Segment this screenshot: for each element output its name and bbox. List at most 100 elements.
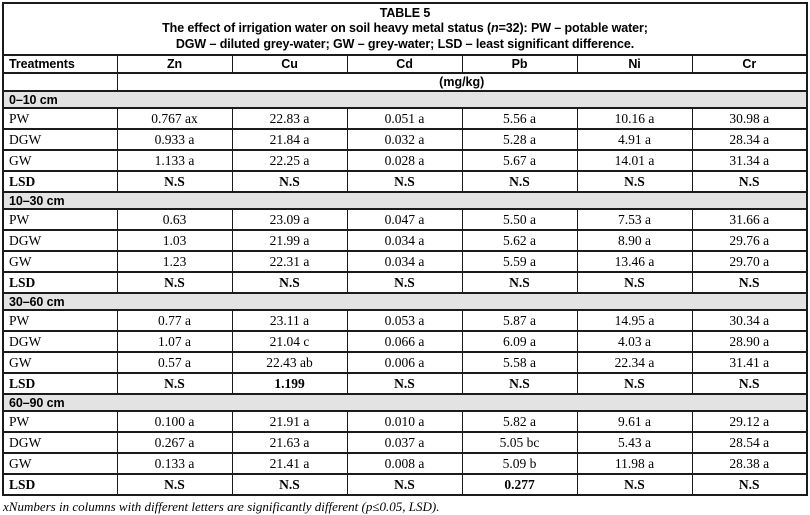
value-cell: N.S [691,473,808,496]
value-cell: 1.07 a [116,330,233,353]
value-cell: 0.008 a [346,452,463,475]
value-cell: 21.63 a [231,431,348,454]
value-cell: 28.54 a [691,431,808,454]
section-label: 0–10 cm [2,90,808,109]
value-cell: 21.91 a [231,410,348,433]
value-cell: 0.277 [461,473,578,496]
heavy-metal-table: TABLE 5 The effect of irrigation water o… [2,2,808,496]
col-header-pb: Pb [461,54,578,74]
col-header-cu: Cu [231,54,348,74]
value-cell: 21.84 a [231,128,348,151]
unit-row: (mg/kg) [2,72,808,92]
value-cell: N.S [461,372,578,395]
value-cell: N.S [116,473,233,496]
treatment-cell: DGW [2,229,118,252]
value-cell: 14.95 a [576,309,693,332]
value-cell: 0.267 a [116,431,233,454]
unit-label: (mg/kg) [116,72,808,92]
treatment-cell: GW [2,149,118,172]
value-cell: 5.43 a [576,431,693,454]
value-cell: 28.38 a [691,452,808,475]
value-cell: 0.032 a [346,128,463,151]
value-cell: 5.62 a [461,229,578,252]
value-cell: N.S [691,271,808,294]
value-cell: 13.46 a [576,250,693,273]
section-label: 30–60 cm [2,292,808,311]
value-cell: 0.57 a [116,351,233,374]
value-cell: 5.09 b [461,452,578,475]
col-header-treatments: Treatments [2,54,118,74]
value-cell: N.S [691,170,808,193]
value-cell: 8.90 a [576,229,693,252]
section-header-0-10cm: 0–10 cm [2,90,808,109]
value-cell: 29.70 a [691,250,808,273]
value-cell: N.S [576,473,693,496]
value-cell: 28.90 a [691,330,808,353]
treatment-cell: DGW [2,431,118,454]
value-cell: 1.03 [116,229,233,252]
unit-row-empty-cell [2,72,118,92]
value-cell: 0.051 a [346,107,463,130]
value-cell: 22.34 a [576,351,693,374]
value-cell: 21.41 a [231,452,348,475]
value-cell: N.S [346,372,463,395]
table-caption-line2: DGW – diluted grey-water; GW – grey-wate… [175,36,635,51]
treatment-cell: LSD [2,271,118,294]
table-row: PW 0.77 a 23.11 a 0.053 a 5.87 a 14.95 a… [2,309,808,332]
value-cell: N.S [231,170,348,193]
section-header-30-60cm: 30–60 cm [2,292,808,311]
value-cell: N.S [576,170,693,193]
value-cell: N.S [691,372,808,395]
value-cell: N.S [116,170,233,193]
table-row-lsd: LSD N.S 1.199 N.S N.S N.S N.S [2,372,808,395]
table-row-lsd: LSD N.S N.S N.S 0.277 N.S N.S [2,473,808,496]
table-row: DGW 0.267 a 21.63 a 0.037 a 5.05 bc 5.43… [2,431,808,454]
table-title-row: TABLE 5 The effect of irrigation water o… [2,2,808,56]
value-cell: 31.41 a [691,351,808,374]
value-cell: N.S [231,473,348,496]
section-label: 10–30 cm [2,191,808,210]
value-cell: 21.99 a [231,229,348,252]
table-footnote: xNumbers in columns with different lette… [3,499,440,514]
table-caption-line1: The effect of irrigation water on soil h… [162,21,648,36]
value-cell: 4.03 a [576,330,693,353]
treatment-cell: PW [2,309,118,332]
value-cell: 5.56 a [461,107,578,130]
value-cell: 5.50 a [461,208,578,231]
section-header-60-90cm: 60–90 cm [2,393,808,412]
table-row: DGW 1.07 a 21.04 c 0.066 a 6.09 a 4.03 a… [2,330,808,353]
value-cell: 0.034 a [346,250,463,273]
value-cell: 22.43 ab [231,351,348,374]
table-row: GW 1.133 a 22.25 a 0.028 a 5.67 a 14.01 … [2,149,808,172]
col-header-cr: Cr [691,54,808,74]
value-cell: N.S [346,271,463,294]
value-cell: 0.006 a [346,351,463,374]
value-cell: 0.047 a [346,208,463,231]
value-cell: 9.61 a [576,410,693,433]
value-cell: 0.066 a [346,330,463,353]
table-row-lsd: LSD N.S N.S N.S N.S N.S N.S [2,170,808,193]
treatment-cell: DGW [2,128,118,151]
value-cell: 1.199 [231,372,348,395]
value-cell: 22.31 a [231,250,348,273]
value-cell: 22.25 a [231,149,348,172]
value-cell: N.S [116,372,233,395]
value-cell: N.S [231,271,348,294]
table-row: PW 0.100 a 21.91 a 0.010 a 5.82 a 9.61 a… [2,410,808,433]
value-cell: 0.034 a [346,229,463,252]
table-row: GW 0.133 a 21.41 a 0.008 a 5.09 b 11.98 … [2,452,808,475]
value-cell: 31.66 a [691,208,808,231]
value-cell: 1.133 a [116,149,233,172]
value-cell: 5.28 a [461,128,578,151]
col-header-cd: Cd [346,54,463,74]
value-cell: 23.09 a [231,208,348,231]
treatment-cell: PW [2,107,118,130]
treatment-cell: PW [2,208,118,231]
value-cell: 22.83 a [231,107,348,130]
table-number: TABLE 5 [379,5,431,20]
value-cell: 5.59 a [461,250,578,273]
table-row: PW 0.63 23.09 a 0.047 a 5.50 a 7.53 a 31… [2,208,808,231]
value-cell: 0.63 [116,208,233,231]
value-cell: N.S [461,170,578,193]
